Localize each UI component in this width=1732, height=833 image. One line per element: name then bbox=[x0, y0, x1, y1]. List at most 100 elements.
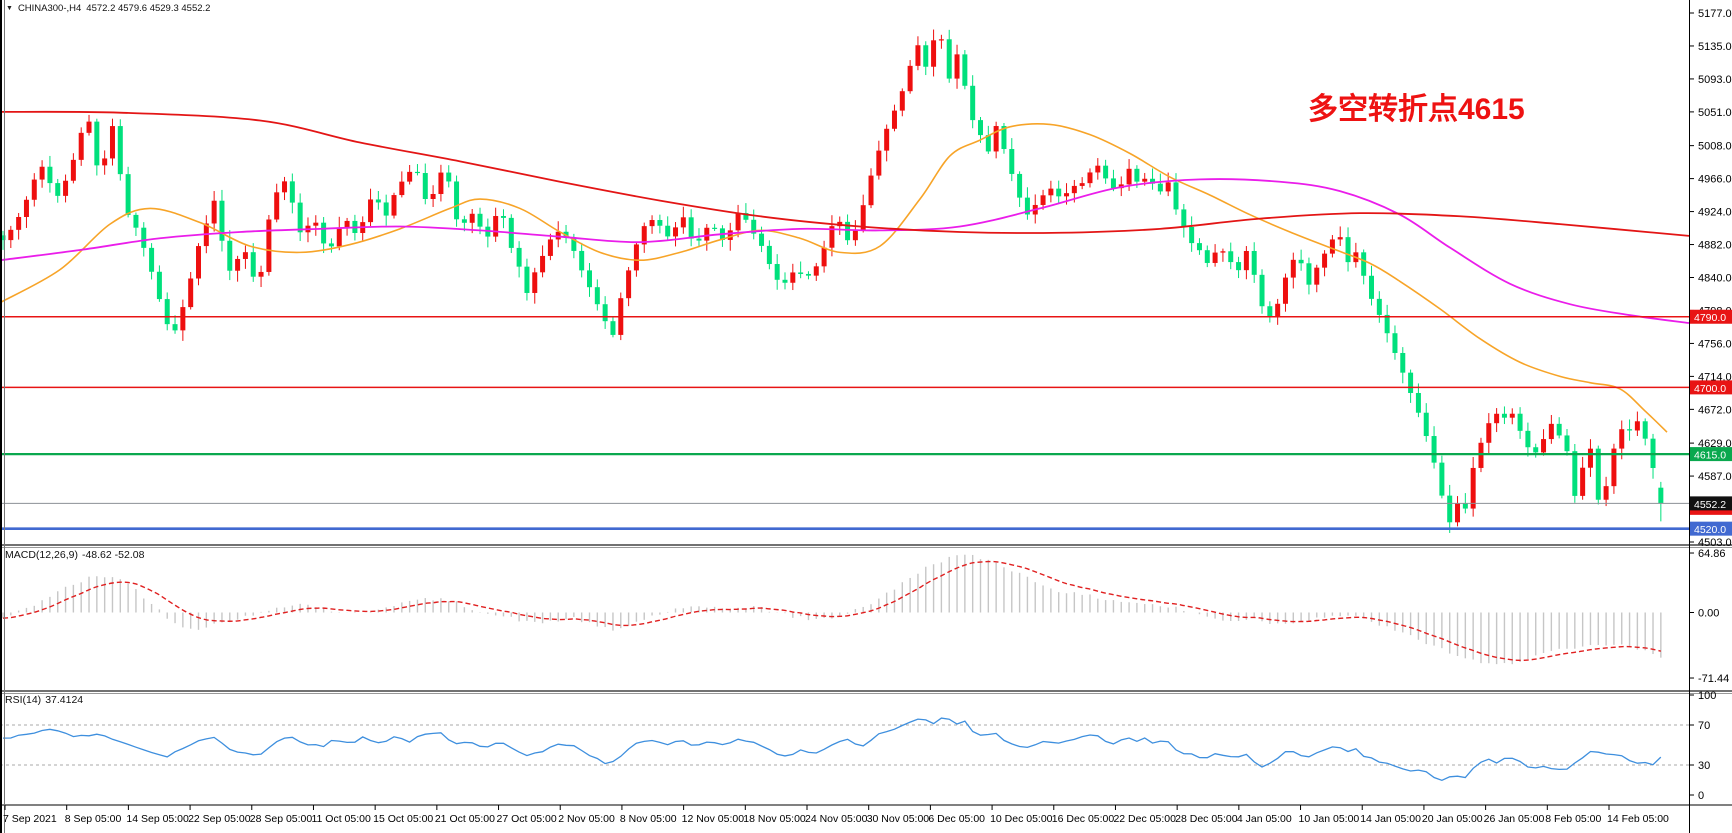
candle-bullish bbox=[1040, 195, 1046, 205]
macd-title: MACD(12,26,9) bbox=[5, 549, 78, 561]
candle-bearish bbox=[1236, 262, 1242, 271]
candle-bearish bbox=[516, 247, 522, 267]
candle-bullish bbox=[1486, 423, 1492, 443]
price-axis[interactable]: 5177.0 5135.0 5093.0 5051.0 5008.0 4966.0 4924… bbox=[1689, 8, 1732, 549]
candle-bearish bbox=[227, 240, 233, 271]
candle-bearish bbox=[1627, 429, 1633, 431]
price-tick-label: 4587.0 bbox=[1698, 471, 1732, 483]
symbol-dropdown-icon[interactable]: ▼ bbox=[6, 5, 13, 12]
candle-bearish bbox=[1228, 251, 1234, 263]
candle-bullish bbox=[63, 180, 69, 196]
time-tick-label: 2 Nov 05:00 bbox=[558, 813, 615, 825]
candle-bearish bbox=[1189, 226, 1195, 244]
price-badge-bg bbox=[1690, 521, 1732, 536]
candle-bullish bbox=[1509, 413, 1515, 418]
candle-bearish bbox=[1181, 209, 1187, 227]
candle-bullish bbox=[1142, 178, 1148, 182]
time-tick-label: 24 Nov 05:00 bbox=[805, 813, 868, 825]
time-axis[interactable]: 7 Sep 2021 8 Sep 05:00 14 Sep 05:00 22 Sep … bbox=[3, 805, 1669, 825]
candle-bullish bbox=[282, 181, 288, 193]
rsi-tick-label: 30 bbox=[1698, 760, 1710, 772]
candle-bearish bbox=[805, 273, 811, 276]
candle-bearish bbox=[594, 287, 600, 305]
time-tick-label: 21 Oct 05:00 bbox=[435, 813, 495, 825]
candle-bullish bbox=[344, 220, 350, 228]
candle-bearish bbox=[978, 120, 983, 136]
candle-bearish bbox=[1658, 487, 1664, 504]
candle-bearish bbox=[743, 213, 749, 220]
time-tick-label: 27 Oct 05:00 bbox=[497, 813, 557, 825]
candle-bearish bbox=[1369, 275, 1374, 299]
candle-bearish bbox=[774, 264, 780, 280]
candle-bearish bbox=[133, 214, 139, 228]
candle-bullish bbox=[938, 39, 944, 41]
candle-bearish bbox=[94, 121, 100, 166]
candle-bearish bbox=[587, 270, 592, 288]
price-badge-4520.0: 4520.0 bbox=[1690, 521, 1732, 536]
candle-bearish bbox=[164, 299, 170, 325]
candle-bearish bbox=[477, 213, 483, 227]
rsi-line bbox=[2, 717, 1662, 782]
candle-bullish bbox=[196, 246, 201, 279]
candle-bullish bbox=[860, 205, 866, 230]
candle-bearish bbox=[1110, 178, 1116, 189]
candle-bullish bbox=[1290, 259, 1296, 278]
candle-bullish bbox=[1282, 277, 1288, 304]
price-badge-text: 4615.0 bbox=[1694, 450, 1726, 462]
macd-values: -48.62 -52.08 bbox=[81, 549, 145, 561]
candle-bullish bbox=[1079, 183, 1085, 186]
candle-bearish bbox=[172, 324, 178, 331]
candle-bullish bbox=[704, 227, 710, 241]
candle-bullish bbox=[493, 216, 499, 237]
candle-bullish bbox=[1048, 188, 1054, 196]
candle-bullish bbox=[1243, 250, 1249, 271]
price-badge-4700.0: 4700.0 bbox=[1690, 380, 1732, 395]
candle-bearish bbox=[500, 216, 506, 218]
symbol-ohlc-values: 4572.2 4579.6 4529.3 4552.2 bbox=[86, 3, 211, 14]
time-tick-label: 15 Oct 05:00 bbox=[373, 813, 433, 825]
candle-bullish bbox=[1548, 423, 1554, 440]
price-tick-label: 4756.0 bbox=[1698, 338, 1732, 350]
time-tick-label: 14 Feb 05:00 bbox=[1607, 813, 1669, 825]
candle-bearish bbox=[696, 238, 702, 241]
candle-bullish bbox=[180, 307, 186, 331]
candle-bullish bbox=[1478, 442, 1484, 468]
candle-bullish bbox=[1275, 303, 1281, 317]
candle-bullish bbox=[430, 194, 436, 199]
candle-bearish bbox=[55, 183, 61, 196]
candle-bullish bbox=[1494, 413, 1500, 424]
price-tick-label: 4924.0 bbox=[1698, 207, 1732, 219]
price-tick-label: 4672.0 bbox=[1698, 404, 1732, 416]
price-tick-label: 4882.0 bbox=[1698, 240, 1732, 252]
candle-bearish bbox=[414, 171, 420, 174]
symbol-ohlc-label[interactable]: ▼ CHINA300-,H4 4572.2 4579.6 4529.3 4552… bbox=[6, 3, 210, 14]
candle-bearish bbox=[141, 227, 147, 248]
candle-bullish bbox=[1634, 421, 1640, 431]
candle-bearish bbox=[579, 250, 585, 271]
candle-bearish bbox=[751, 219, 757, 234]
price-badge-text: 4552.2 bbox=[1694, 499, 1726, 511]
ma-fast-orange-line bbox=[0, 123, 1668, 433]
candle-bearish bbox=[1056, 188, 1062, 197]
rsi-tick-label: 0 bbox=[1698, 790, 1704, 802]
candle-bearish bbox=[1533, 447, 1539, 453]
candle-bearish bbox=[610, 321, 616, 335]
candle-bullish bbox=[1212, 252, 1218, 263]
candle-bearish bbox=[602, 304, 608, 322]
candle-bearish bbox=[712, 227, 718, 229]
candle-bearish bbox=[1525, 430, 1531, 448]
price-badge-text: 4700.0 bbox=[1694, 383, 1726, 395]
candle-bullish bbox=[876, 150, 882, 176]
candle-bullish bbox=[407, 171, 413, 182]
candle-bullish bbox=[1455, 503, 1461, 523]
candle-bullish bbox=[899, 91, 905, 111]
candle-bullish bbox=[1220, 251, 1226, 253]
candle-bearish bbox=[0, 235, 6, 241]
candle-bullish bbox=[915, 45, 921, 66]
candle-bullish bbox=[1329, 239, 1335, 254]
candle-bullish bbox=[70, 159, 76, 181]
candle-bearish bbox=[1462, 503, 1468, 509]
window-left-border bbox=[0, 0, 2, 833]
candle-bullish bbox=[1071, 185, 1077, 194]
